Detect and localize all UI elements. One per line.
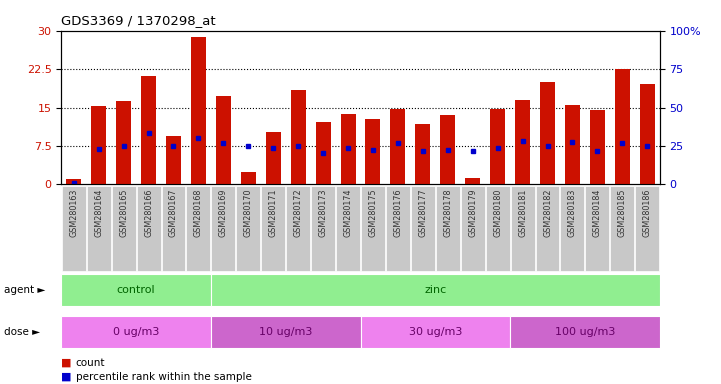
Bar	[510, 316, 660, 348]
Text: GSM280173: GSM280173	[319, 189, 327, 237]
Bar	[316, 122, 330, 184]
Text: GSM280180: GSM280180	[493, 189, 502, 237]
Text: GSM280185: GSM280185	[618, 189, 627, 237]
Bar	[61, 316, 211, 348]
Bar	[415, 124, 430, 184]
Bar	[91, 106, 106, 184]
Text: dose ►: dose ►	[4, 327, 40, 337]
Bar	[261, 186, 286, 271]
Bar	[465, 178, 480, 184]
Text: 30 ug/m3: 30 ug/m3	[409, 327, 462, 337]
Bar	[87, 186, 110, 271]
Text: GSM280178: GSM280178	[443, 189, 452, 237]
Text: GSM280171: GSM280171	[269, 189, 278, 237]
Text: zinc: zinc	[424, 285, 446, 295]
Bar	[141, 76, 156, 184]
Bar	[112, 186, 136, 271]
Text: 10 ug/m3: 10 ug/m3	[259, 327, 312, 337]
Text: GSM280168: GSM280168	[194, 189, 203, 237]
Bar	[116, 101, 131, 184]
Text: agent ►: agent ►	[4, 285, 45, 295]
Text: 0 ug/m3: 0 ug/m3	[113, 327, 159, 337]
Bar	[191, 37, 206, 184]
Bar	[311, 186, 335, 271]
Text: GSM280183: GSM280183	[568, 189, 577, 237]
Bar	[411, 186, 435, 271]
Text: GSM280163: GSM280163	[69, 189, 79, 237]
Bar	[241, 172, 256, 184]
Text: GSM280164: GSM280164	[94, 189, 103, 237]
Bar	[236, 186, 260, 271]
Bar	[611, 186, 634, 271]
Bar	[391, 109, 405, 184]
Text: ■: ■	[61, 372, 72, 382]
Bar	[366, 119, 381, 184]
Bar	[216, 96, 231, 184]
Bar	[510, 186, 534, 271]
Bar	[211, 316, 360, 348]
Bar	[461, 186, 485, 271]
Text: GDS3369 / 1370298_at: GDS3369 / 1370298_at	[61, 14, 216, 27]
Bar	[490, 109, 505, 184]
Bar	[386, 186, 410, 271]
Bar	[590, 110, 605, 184]
Text: GSM280165: GSM280165	[119, 189, 128, 237]
Text: GSM280177: GSM280177	[418, 189, 428, 237]
Text: GSM280166: GSM280166	[144, 189, 153, 237]
Bar	[515, 100, 530, 184]
Text: count: count	[76, 358, 105, 368]
Bar	[162, 186, 185, 271]
Text: control: control	[117, 285, 156, 295]
Bar	[361, 186, 385, 271]
Bar	[211, 274, 660, 306]
Text: GSM280182: GSM280182	[543, 189, 552, 237]
Bar	[286, 186, 310, 271]
Bar	[441, 115, 455, 184]
Bar	[166, 136, 181, 184]
Bar	[360, 316, 510, 348]
Bar	[187, 186, 211, 271]
Bar	[585, 186, 609, 271]
Bar	[266, 132, 280, 184]
Text: GSM280184: GSM280184	[593, 189, 602, 237]
Text: GSM280170: GSM280170	[244, 189, 253, 237]
Bar	[615, 69, 630, 184]
Bar	[62, 186, 86, 271]
Bar	[61, 274, 211, 306]
Text: GSM280176: GSM280176	[394, 189, 402, 237]
Bar	[560, 186, 585, 271]
Text: GSM280181: GSM280181	[518, 189, 527, 237]
Bar	[340, 114, 355, 184]
Bar	[635, 186, 659, 271]
Bar	[336, 186, 360, 271]
Bar	[486, 186, 510, 271]
Text: GSM280174: GSM280174	[343, 189, 353, 237]
Text: GSM280186: GSM280186	[642, 189, 652, 237]
Bar	[66, 179, 81, 184]
Bar	[540, 82, 555, 184]
Text: GSM280175: GSM280175	[368, 189, 378, 237]
Text: GSM280169: GSM280169	[219, 189, 228, 237]
Text: percentile rank within the sample: percentile rank within the sample	[76, 372, 252, 382]
Text: ■: ■	[61, 358, 72, 368]
Bar	[136, 186, 161, 271]
Text: GSM280172: GSM280172	[293, 189, 303, 237]
Bar	[291, 89, 306, 184]
Bar	[211, 186, 235, 271]
Bar	[435, 186, 460, 271]
Bar	[536, 186, 559, 271]
Bar	[640, 84, 655, 184]
Bar	[565, 105, 580, 184]
Text: GSM280179: GSM280179	[468, 189, 477, 237]
Text: GSM280167: GSM280167	[169, 189, 178, 237]
Text: 100 ug/m3: 100 ug/m3	[554, 327, 615, 337]
